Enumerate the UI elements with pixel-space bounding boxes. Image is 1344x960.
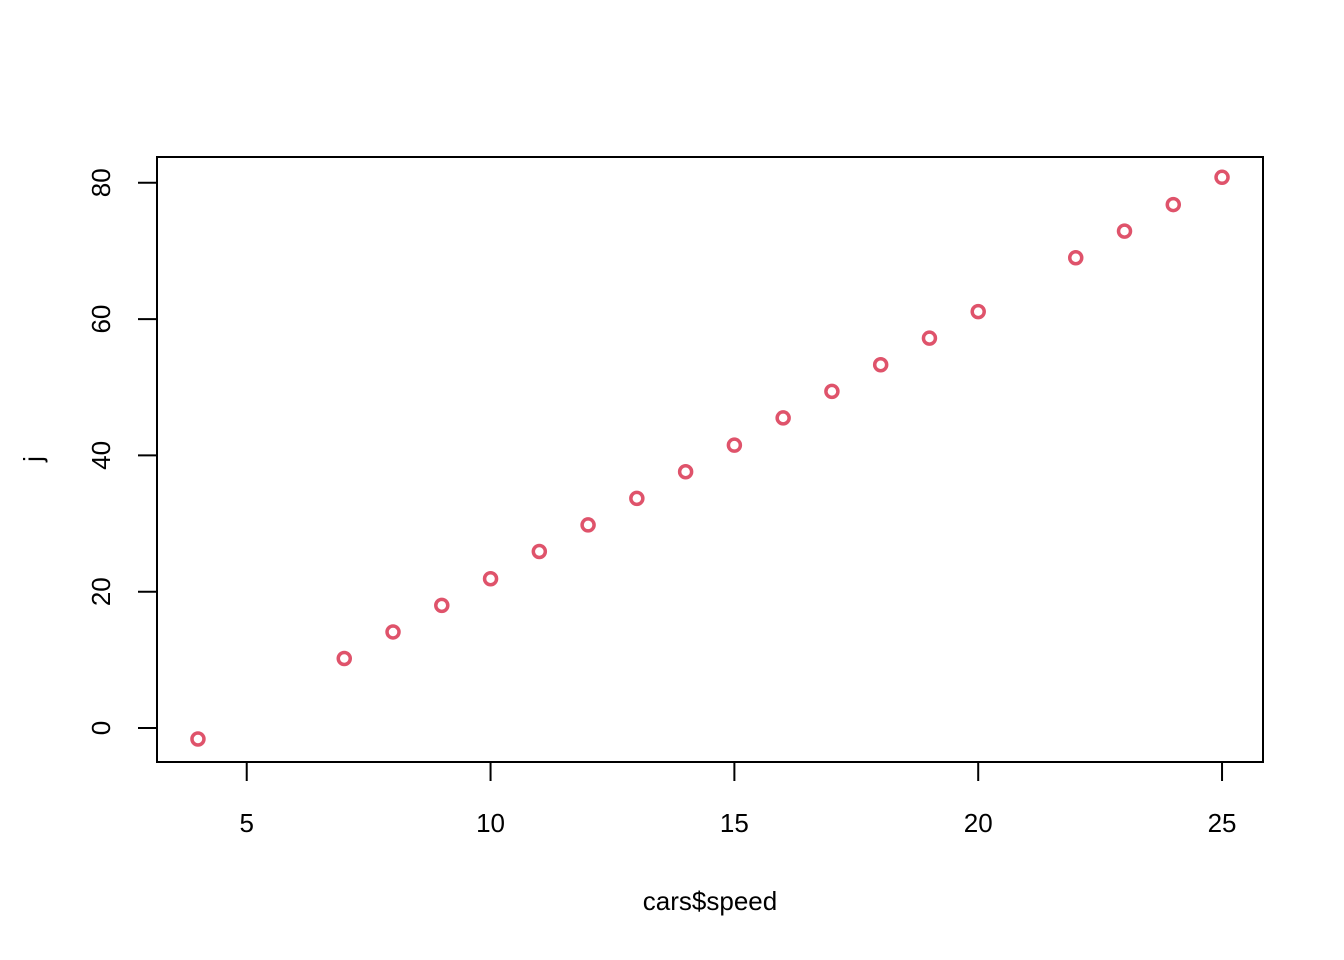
data-point (190, 731, 206, 747)
y-tick-label: 0 (86, 721, 116, 735)
data-point (385, 624, 401, 640)
x-tick-label: 20 (964, 808, 993, 838)
x-tick-label: 5 (239, 808, 253, 838)
data-point (726, 437, 743, 453)
x-axis: 5 10 15 20 25 (239, 761, 1237, 838)
data-point (580, 517, 596, 533)
y-tick-label: 80 (86, 168, 116, 197)
y-axis: 0 20 40 60 80 (86, 168, 158, 735)
data-point (1214, 169, 1230, 186)
x-axis-label: cars$speed (643, 886, 777, 916)
data-point (336, 650, 353, 667)
data-points (190, 169, 1230, 747)
data-point (629, 490, 645, 507)
data-point (531, 543, 548, 560)
data-point (1116, 223, 1133, 239)
plot-frame (156, 156, 1264, 763)
data-point (1165, 196, 1182, 213)
data-point (1067, 249, 1084, 266)
data-point (434, 597, 450, 614)
data-point (970, 303, 986, 320)
y-tick-label: 60 (86, 305, 116, 334)
x-tick-label: 10 (476, 808, 505, 838)
data-point (677, 464, 694, 480)
data-point (482, 571, 499, 587)
data-point (872, 357, 889, 373)
x-tick-label: 25 (1208, 808, 1237, 838)
y-tick-label: 20 (86, 577, 116, 606)
data-point (775, 410, 791, 426)
x-tick-label: 15 (720, 808, 749, 838)
y-tick-label: 40 (86, 441, 116, 470)
data-point (921, 330, 938, 346)
data-point (824, 383, 840, 400)
y-axis-label: j (18, 456, 48, 463)
